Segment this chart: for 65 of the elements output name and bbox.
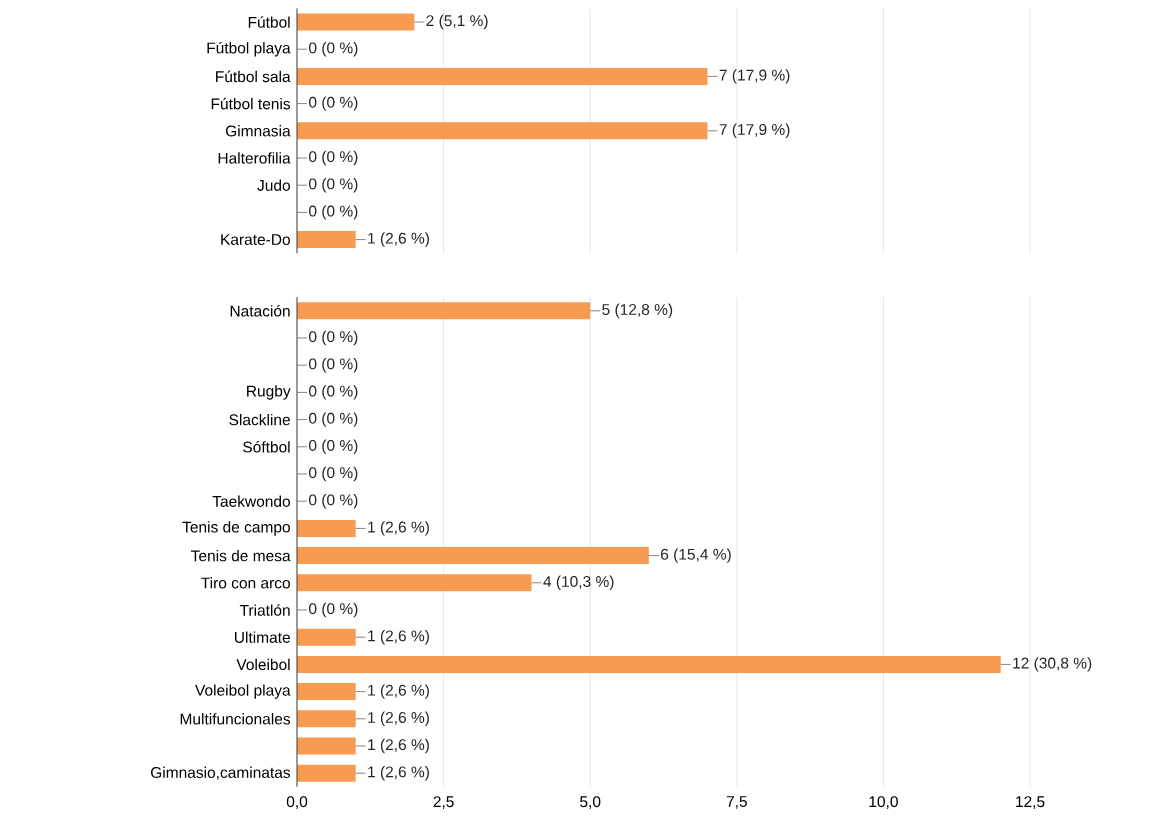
bar xyxy=(297,574,532,592)
bar xyxy=(297,683,356,701)
data-label: 1 (2,6 %) xyxy=(368,738,429,754)
data-label: 1 (2,6 %) xyxy=(368,232,429,247)
y-tick-label: Voleibol xyxy=(236,658,290,671)
y-tick-label: Ultimate xyxy=(234,631,290,643)
y-tick-label: Slackline xyxy=(229,413,290,426)
y-tick-label: Tiro con arco xyxy=(201,577,290,589)
data-label: 1 (2,6 %) xyxy=(368,521,429,536)
x-tick-label: 10,0 xyxy=(869,796,898,809)
data-label: 0 (0 %) xyxy=(309,385,358,400)
y-tick-label: Voleibol playa xyxy=(195,684,291,699)
data-label: 6 (15,4 %) xyxy=(661,548,731,563)
data-label: 0 (0 %) xyxy=(309,41,358,57)
data-label: 0 (0 %) xyxy=(309,96,358,111)
data-label: 7 (17,9 %) xyxy=(719,123,790,139)
data-label: 0 (0 %) xyxy=(309,439,358,455)
bar xyxy=(297,519,356,537)
data-label: 2 (5,1 %) xyxy=(426,14,488,30)
y-tick-label: Multifuncionales xyxy=(180,713,291,725)
data-label: 12 (30,8 %) xyxy=(1013,657,1092,672)
x-tick-label: 5,0 xyxy=(580,796,601,809)
x-tick-label: 7,5 xyxy=(726,796,747,809)
data-label: 7 (17,9 %) xyxy=(719,69,790,84)
y-tick-label: Karate-Do xyxy=(221,234,290,246)
bar xyxy=(297,655,1001,673)
y-tick-label: Tenis de mesa xyxy=(191,549,291,562)
bar xyxy=(297,764,356,782)
bar xyxy=(297,547,649,565)
data-label: 0 (0 %) xyxy=(309,466,358,482)
data-label: 0 (0 %) xyxy=(309,330,358,346)
data-label: 0 (0 %) xyxy=(309,205,358,220)
bar xyxy=(297,302,591,320)
y-tick-label: Rugby xyxy=(247,385,291,400)
y-tick-label: Gimnasia xyxy=(225,125,291,137)
y-tick-label: Fútbol playa xyxy=(207,41,291,57)
data-label: 0 (0 %) xyxy=(309,493,358,509)
data-label: 1 (2,6 %) xyxy=(368,711,429,727)
data-label: 0 (0 %) xyxy=(309,150,358,166)
y-tick-label: Fútbol tenis xyxy=(211,97,291,110)
data-label: 1 (2,6 %) xyxy=(368,684,429,699)
data-label: 0 (0 %) xyxy=(309,357,358,373)
data-label: 0 (0 %) xyxy=(309,412,358,427)
x-tick-label: 0,0 xyxy=(286,796,308,809)
y-tick-label: Tenis de campo xyxy=(182,521,290,536)
y-tick-label: Sóftbol xyxy=(243,441,290,453)
y-tick-label: Halterofilia xyxy=(218,152,291,164)
y-tick-label: Gimnasio,caminatas xyxy=(151,766,291,780)
data-label: 4 (10,3 %) xyxy=(543,575,614,591)
data-label: 5 (12,8 %) xyxy=(602,303,673,319)
bar xyxy=(297,628,356,646)
y-tick-label: Judo xyxy=(257,179,290,191)
y-tick-label: Triatlón xyxy=(239,604,290,616)
data-label: 1 (2,6 %) xyxy=(368,765,429,781)
data-label: 1 (2,6 %) xyxy=(368,629,429,645)
y-tick-label: Taekwondo xyxy=(212,495,290,507)
bar xyxy=(297,710,356,728)
y-tick-label: Fútbol xyxy=(248,16,290,28)
data-label: 0 (0 %) xyxy=(309,602,358,618)
bar xyxy=(297,737,356,755)
data-label: 0 (0 %) xyxy=(309,177,358,193)
y-tick-label: Fútbol sala xyxy=(216,70,291,83)
x-tick-label: 2,5 xyxy=(433,796,454,809)
y-tick-label: Natación xyxy=(230,305,290,317)
x-tick-label: 12,5 xyxy=(1016,796,1045,809)
